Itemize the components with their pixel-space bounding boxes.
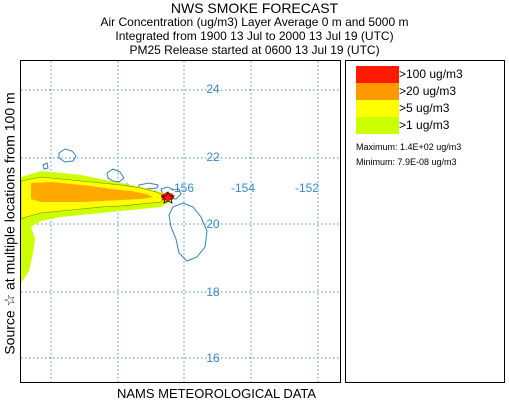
- lat-label: 20: [206, 217, 220, 231]
- legend-swatch: [356, 66, 399, 83]
- island-hawaii: [168, 202, 208, 262]
- lat-label: 22: [206, 150, 220, 164]
- legend-swatch: [356, 100, 399, 117]
- minimum-value: Minimum: 7.9E-08 ug/m3: [356, 157, 457, 167]
- source-label: Source ☆ at multiple locations from 100 …: [1, 92, 18, 355]
- island-niihau: [42, 162, 49, 170]
- legend-item-100: >100 ug/m3: [356, 66, 496, 83]
- legend-label: >5 ug/m3: [399, 101, 450, 115]
- grid-lines: [21, 61, 340, 382]
- source-marker: [161, 191, 175, 204]
- legend-item-20: >20 ug/m3: [356, 83, 496, 100]
- legend-label: >20 ug/m3: [399, 84, 457, 98]
- subtitle-release: PM25 Release started at 0600 13 Jul 19 (…: [129, 43, 380, 57]
- lat-label: 24: [206, 82, 220, 96]
- lon-label: -152: [295, 181, 319, 195]
- map-title: NWS SMOKE FORECAST: [170, 0, 339, 16]
- island-kauai: [58, 148, 77, 163]
- lat-label: 18: [206, 285, 220, 299]
- meteorological-data-label: NAMS METEOROLOGICAL DATA: [116, 386, 317, 401]
- subtitle-integration: Integrated from 1900 13 Jul to 2000 13 J…: [115, 29, 394, 43]
- legend-swatch: [356, 117, 399, 134]
- smoke-plume: [21, 171, 175, 283]
- lat-label: 16: [206, 351, 220, 365]
- legend-panel: >100 ug/m3 >20 ug/m3 >5 ug/m3 >1 ug/m3 M…: [345, 60, 505, 383]
- map-panel: 24 22 20 18 16 -158 -156 -154 -152: [20, 60, 341, 383]
- plume-heavy: [31, 182, 153, 202]
- legend-swatch: [356, 83, 399, 100]
- legend-item-1: >1 ug/m3: [356, 117, 496, 134]
- lon-label: -156: [170, 181, 194, 195]
- island-oahu: [106, 168, 125, 183]
- lon-label: -154: [231, 181, 255, 195]
- legend-label: >100 ug/m3: [399, 67, 463, 81]
- legend-item-5: >5 ug/m3: [356, 100, 496, 117]
- subtitle-concentration: Air Concentration (ug/m3) Layer Average …: [100, 15, 409, 29]
- legend-label: >1 ug/m3: [399, 118, 450, 132]
- map-canvas: 24 22 20 18 16 -158 -156 -154 -152: [21, 61, 340, 382]
- maximum-value: Maximum: 1.4E+02 ug/m3: [356, 142, 462, 152]
